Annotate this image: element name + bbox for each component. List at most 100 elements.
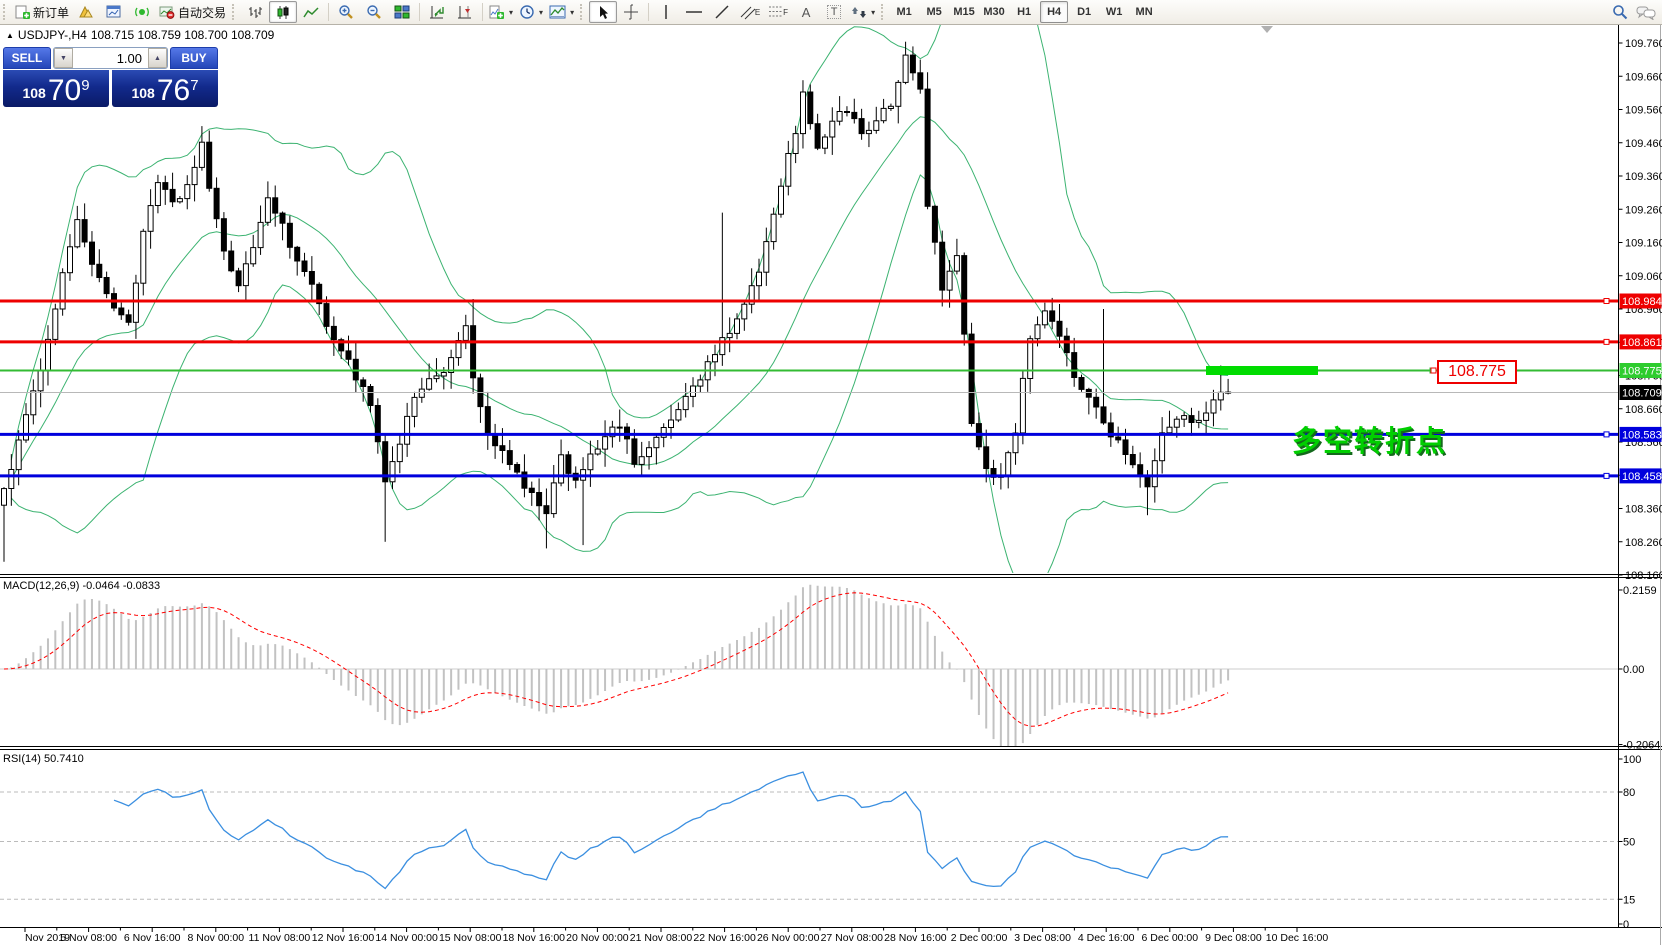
timeframe-button-m15[interactable]: M15 — [953, 6, 975, 18]
candle-body — [154, 182, 161, 207]
timeframe-button-mn[interactable]: MN — [1135, 6, 1153, 18]
arrows-button[interactable]: ▾ — [848, 1, 878, 23]
auto-arrange-button[interactable] — [423, 1, 451, 23]
dropdown-caret-icon: ▾ — [509, 7, 514, 17]
chart-title: ▲ USDJPY-,H4 108.715 108.759 108.700 108… — [6, 28, 274, 42]
signals-button[interactable] — [128, 1, 156, 23]
indicators-button[interactable]: ▾ — [486, 1, 516, 23]
price-callout-108775[interactable]: 108.775 — [1437, 360, 1517, 384]
chat-icon[interactable] — [1636, 5, 1656, 20]
candle-body — [1078, 377, 1085, 390]
timeframe-button-w1[interactable]: W1 — [1105, 6, 1123, 18]
equidistant-channel-button[interactable]: E — [736, 1, 764, 23]
vertical-line-button[interactable] — [652, 1, 680, 23]
signals-icon — [135, 7, 149, 17]
cursor-button[interactable] — [589, 1, 618, 23]
sell-price-sup: 9 — [81, 77, 90, 94]
candle-body — [1210, 399, 1217, 414]
candle-body — [499, 445, 506, 452]
buy-price-sup: 7 — [190, 77, 199, 94]
timeframe-button-m1[interactable]: M1 — [896, 6, 912, 18]
volume-stepper: ▼ 1.00 ▲ — [53, 47, 168, 69]
candle-body — [389, 461, 396, 483]
collapse-triangle-icon[interactable]: ▲ — [6, 30, 14, 40]
time-label: 18 Nov 16:00 — [503, 932, 566, 944]
line-handle[interactable] — [1603, 298, 1610, 304]
callout-handle[interactable] — [1430, 367, 1437, 374]
price-tag-label: 108.775 — [1622, 366, 1662, 378]
new-order-button[interactable]: 新订单 — [12, 1, 72, 23]
cursor-icon — [600, 5, 609, 19]
text-button[interactable]: A — [792, 1, 820, 23]
candle-body — [887, 105, 894, 110]
macd-axis-label: 0.2159 — [1623, 585, 1657, 597]
price-tag — [1619, 334, 1662, 350]
candle-body — [279, 212, 286, 224]
candle-body — [411, 396, 418, 417]
time-label: 8 Nov 00:00 — [187, 932, 244, 944]
auto-trading-button[interactable]: 自动交易 — [156, 1, 229, 23]
timeframe-button-h4[interactable]: H4 — [1040, 1, 1069, 23]
crosshair-icon — [624, 4, 639, 20]
candle-body — [374, 405, 381, 443]
line-chart-button[interactable] — [297, 1, 325, 23]
candle-body — [506, 450, 513, 466]
candle-body — [426, 378, 433, 390]
candle-body — [668, 419, 674, 428]
crosshair-button[interactable] — [617, 1, 645, 23]
line-handle[interactable] — [1603, 431, 1610, 438]
zoom-in-button[interactable] — [332, 1, 360, 23]
buy-button[interactable]: BUY — [170, 47, 218, 69]
volume-value[interactable]: 1.00 — [116, 50, 142, 66]
time-label: 2 Dec 00:00 — [951, 932, 1008, 944]
price-tick-label: 108.260 — [1625, 537, 1662, 549]
volume-increase-button[interactable]: ▲ — [148, 48, 167, 68]
buy-price-display[interactable]: 108 76 7 — [112, 70, 218, 107]
candle-body — [909, 54, 916, 74]
profiles-button[interactable] — [72, 1, 100, 23]
price-tick-label: 109.460 — [1625, 138, 1662, 150]
volume-decrease-button[interactable]: ▼ — [54, 48, 73, 68]
fibonacci-button[interactable]: F — [764, 1, 792, 23]
price-tag-label: 108.984 — [1622, 296, 1662, 308]
candle-body — [30, 390, 37, 416]
candle-body — [89, 241, 95, 265]
trendline-button[interactable] — [708, 1, 736, 23]
timeframe-bar: M1 M5 M15 M30 H1 H4 D1 W1 MN — [890, 1, 1158, 23]
candle-body — [1195, 419, 1202, 423]
chart-background — [0, 24, 1662, 945]
templates-button[interactable]: ▾ — [546, 1, 577, 23]
sell-button[interactable]: SELL — [3, 47, 51, 69]
timeframe-button-m30[interactable]: M30 — [983, 6, 1005, 18]
bar-chart-button[interactable] — [241, 1, 269, 23]
vertical-line-icon — [665, 5, 667, 19]
timeframe-button-m5[interactable]: M5 — [926, 6, 942, 18]
chart-shift-button[interactable] — [451, 1, 479, 23]
timeframe-button-d1[interactable]: D1 — [1077, 6, 1092, 18]
line-handle[interactable] — [1603, 338, 1610, 345]
chart-shift-marker[interactable] — [1261, 26, 1273, 33]
search-icon[interactable] — [1612, 4, 1628, 20]
fibo-f-glyph: F — [783, 7, 789, 17]
sell-price-display[interactable]: 108 70 9 — [3, 70, 109, 107]
candle-body — [184, 184, 191, 200]
candlestick-button[interactable] — [269, 1, 298, 23]
horizontal-line-button[interactable] — [680, 1, 708, 23]
timeframe-button-h1[interactable]: H1 — [1017, 6, 1032, 18]
green-highlight-rectangle[interactable] — [1206, 366, 1318, 375]
candle-body — [360, 379, 367, 387]
time-label: 26 Nov 00:00 — [757, 932, 820, 944]
charts-window-button[interactable] — [100, 1, 128, 23]
candle-body — [741, 303, 748, 320]
bull-bear-turning-point-note[interactable]: 多空转折点 — [1292, 426, 1448, 458]
periods-button[interactable]: ▾ — [516, 1, 546, 23]
zoom-out-button[interactable] — [360, 1, 388, 23]
tile-windows-button[interactable] — [388, 1, 416, 23]
candle-body — [690, 385, 696, 397]
candle-body — [1122, 439, 1129, 455]
line-handle[interactable] — [1603, 472, 1610, 479]
candle-body — [220, 218, 227, 252]
text-label-button[interactable]: T — [820, 1, 848, 23]
candle-body — [316, 283, 323, 305]
